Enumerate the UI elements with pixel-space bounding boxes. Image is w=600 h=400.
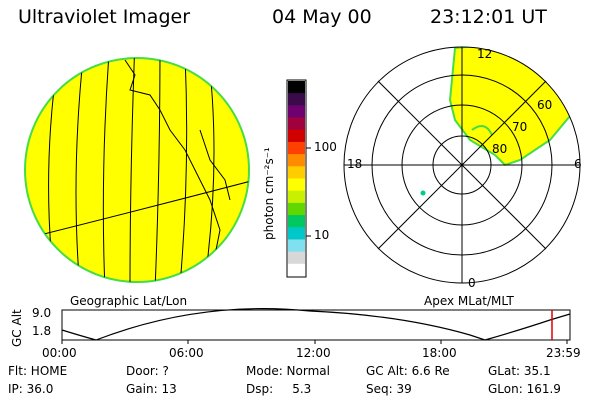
info-flt: Flt: HOME — [8, 364, 68, 378]
mlat-label-60: 60 — [537, 98, 553, 112]
info-glat: GLat: 35.1 — [488, 364, 551, 378]
colorbar-stripe — [288, 215, 305, 228]
mlat-label-80: 80 — [492, 142, 508, 156]
colorbar-stripe — [288, 166, 305, 179]
geographic-globe — [24, 57, 250, 283]
altitude-ylabel: GC Alt — [10, 309, 24, 347]
colorbar — [286, 79, 311, 278]
colorbar-stripe — [288, 81, 305, 94]
colorbar-stripe — [288, 227, 305, 240]
mlt-label-0: 0 — [468, 276, 476, 290]
altitude-ytick-1-8: 1.8 — [32, 324, 52, 338]
altitude-ytick-9: 9.0 — [32, 306, 52, 320]
colorbar-stripe — [288, 154, 305, 167]
info-glon: GLon: 161.9 — [488, 382, 561, 396]
colorbar-stripe — [288, 93, 305, 106]
time-label: 23:12:01 UT — [430, 6, 547, 28]
altitude-xtick-1200: 12:00 — [296, 346, 331, 360]
colorbar-stripe — [288, 239, 305, 253]
mlt-label-18: 18 — [347, 157, 363, 171]
colorbar-stripe — [288, 129, 305, 143]
mlat-label-70: 70 — [512, 120, 528, 134]
info-seq: Seq: 39 — [366, 382, 412, 396]
altitude-xtick-0000: 00:00 — [42, 346, 77, 360]
colorbar-stripe — [288, 178, 305, 192]
info-mode: Mode: Normal — [246, 364, 330, 378]
altitude-xtick-2359: 23:59 — [546, 346, 581, 360]
colorbar-unit-label: photon cm⁻²s⁻¹ — [262, 147, 276, 240]
colorbar-stripe — [288, 105, 305, 119]
altitude-plot — [61, 308, 571, 344]
mlt-label-12: 12 — [477, 47, 493, 61]
colorbar-stripe — [288, 141, 305, 155]
info-gain: Gain: 13 — [126, 382, 177, 396]
colorbar-tick-10: 10 — [314, 228, 330, 242]
info-ip: IP: 36.0 — [8, 382, 54, 396]
info-gc-alt: GC Alt: 6.6 Re — [366, 364, 450, 378]
polar-plot — [343, 46, 581, 284]
colorbar-tick-100: 100 — [314, 140, 337, 154]
instrument-title: Ultraviolet Imager — [18, 6, 191, 28]
altitude-xtick-0600: 06:00 — [169, 346, 204, 360]
polar-panel-label: Apex MLat/MLT — [424, 294, 514, 308]
colorbar-stripe — [288, 202, 305, 216]
colorbar-stripe — [288, 263, 305, 277]
geo-panel-label: Geographic Lat/Lon — [70, 294, 188, 308]
date-label: 04 May 00 — [272, 6, 372, 28]
colorbar-stripe — [288, 117, 305, 131]
info-dsp: Dsp: 5.3 — [246, 382, 312, 396]
colorbar-stripe — [288, 190, 305, 204]
altitude-xtick-1800: 18:00 — [422, 346, 457, 360]
colorbar-stripe — [288, 251, 305, 265]
info-door: Door: ? — [126, 364, 169, 378]
mlt-label-6: 6 — [574, 157, 582, 171]
